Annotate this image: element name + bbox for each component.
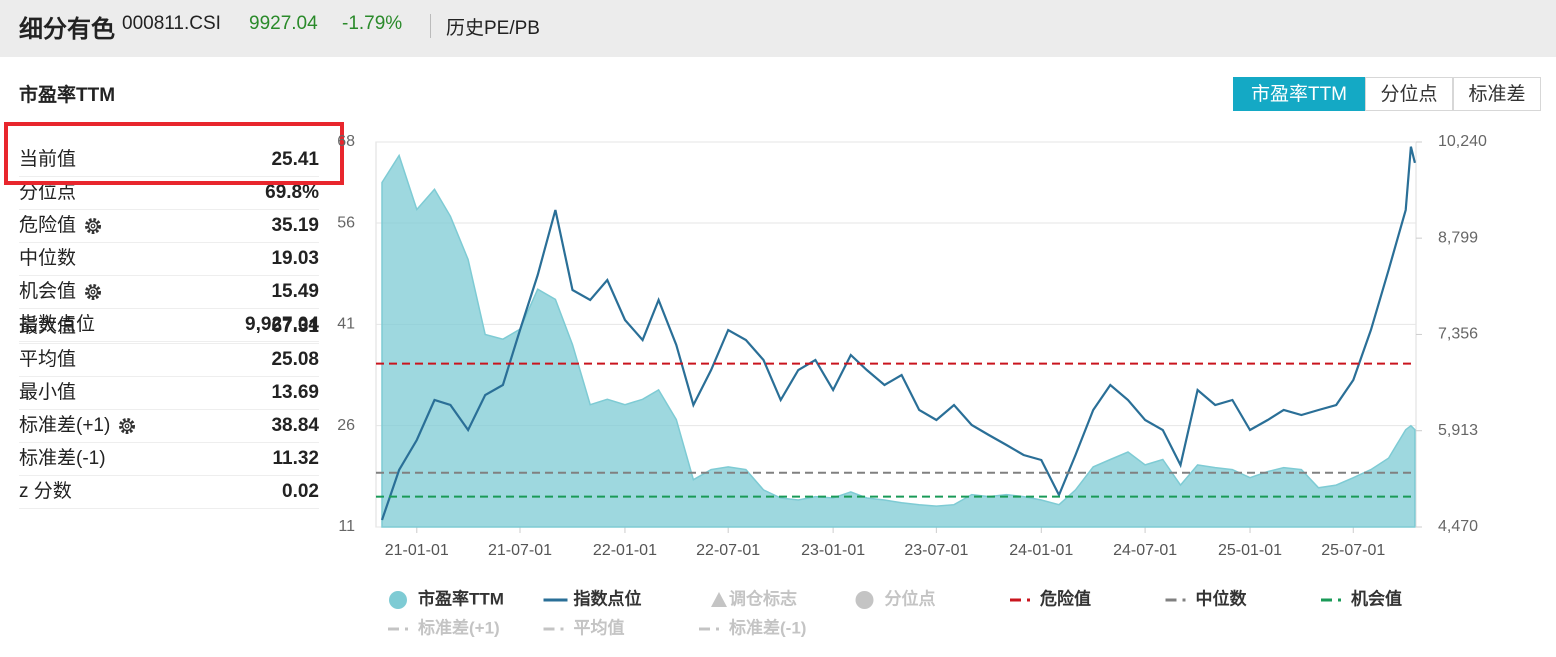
stat-value: 9,927.04 <box>245 314 319 335</box>
stat-row: 标准差(-1) 11.32 <box>19 442 319 476</box>
stat-row: 最小值 13.69 <box>19 376 319 410</box>
tab[interactable]: 分位点 <box>1365 77 1453 111</box>
stat-row: 分位点 69.8% <box>19 176 319 210</box>
gear-icon[interactable] <box>84 283 102 301</box>
index-code: 000811.CSI <box>122 13 221 34</box>
history-link[interactable]: 历史PE/PB <box>446 18 540 39</box>
stat-row: 标准差(+1) 38.84 <box>19 409 319 443</box>
stat-value: 35.19 <box>271 215 319 236</box>
stat-row: 中位数 19.03 <box>19 242 319 276</box>
stat-label: z 分数 <box>19 481 72 502</box>
index-price: 9927.04 <box>249 13 318 34</box>
index-change: -1.79% <box>342 13 403 34</box>
stat-label: 危险值 <box>19 215 77 236</box>
separator <box>430 14 431 38</box>
gear-icon[interactable] <box>84 217 102 235</box>
stat-label: 指数点位 <box>19 314 96 335</box>
stat-row: 机会值 15.49 <box>19 275 319 309</box>
stat-value: 38.84 <box>271 415 319 436</box>
stat-value: 19.03 <box>271 248 319 269</box>
stat-label: 标准差(-1) <box>19 448 106 469</box>
stat-row: 指数点位 9,927.04 <box>19 308 319 342</box>
stat-label: 分位点 <box>19 182 77 203</box>
tab[interactable]: 市盈率TTM <box>1233 77 1365 111</box>
panel-title: 市盈率TTM <box>19 85 116 106</box>
stat-value: 15.49 <box>271 281 319 302</box>
stat-value: 25.41 <box>271 149 319 170</box>
stat-value: 0.02 <box>282 481 319 502</box>
stat-row: 平均值 25.08 <box>19 343 319 377</box>
stat-row: 当前值 25.41 <box>19 143 319 177</box>
stat-value: 11.32 <box>272 448 320 469</box>
stat-value: 13.69 <box>271 382 319 403</box>
stat-label: 中位数 <box>19 248 77 269</box>
stat-value: 69.8% <box>265 182 319 203</box>
stat-row: 危险值 35.19 <box>19 209 319 243</box>
header-bar: 细分有色 000811.CSI 9927.04 -1.79% 历史PE/PB <box>0 0 1556 57</box>
stat-label: 当前值 <box>19 149 77 170</box>
stat-label: 机会值 <box>19 281 77 302</box>
tab[interactable]: 标准差 <box>1453 77 1541 111</box>
stat-row: 最大值 67.31 <box>19 310 319 344</box>
gear-icon[interactable] <box>118 417 136 435</box>
stat-label: 最大值 <box>19 316 77 337</box>
stat-label: 最小值 <box>19 382 77 403</box>
index-name: 细分有色 <box>19 16 115 43</box>
stat-label: 平均值 <box>19 349 77 370</box>
stat-value: 67.31 <box>271 316 319 337</box>
stat-label: 标准差(+1) <box>19 415 111 436</box>
stat-row: z 分数 0.02 <box>19 475 319 509</box>
stat-value: 25.08 <box>271 349 319 370</box>
